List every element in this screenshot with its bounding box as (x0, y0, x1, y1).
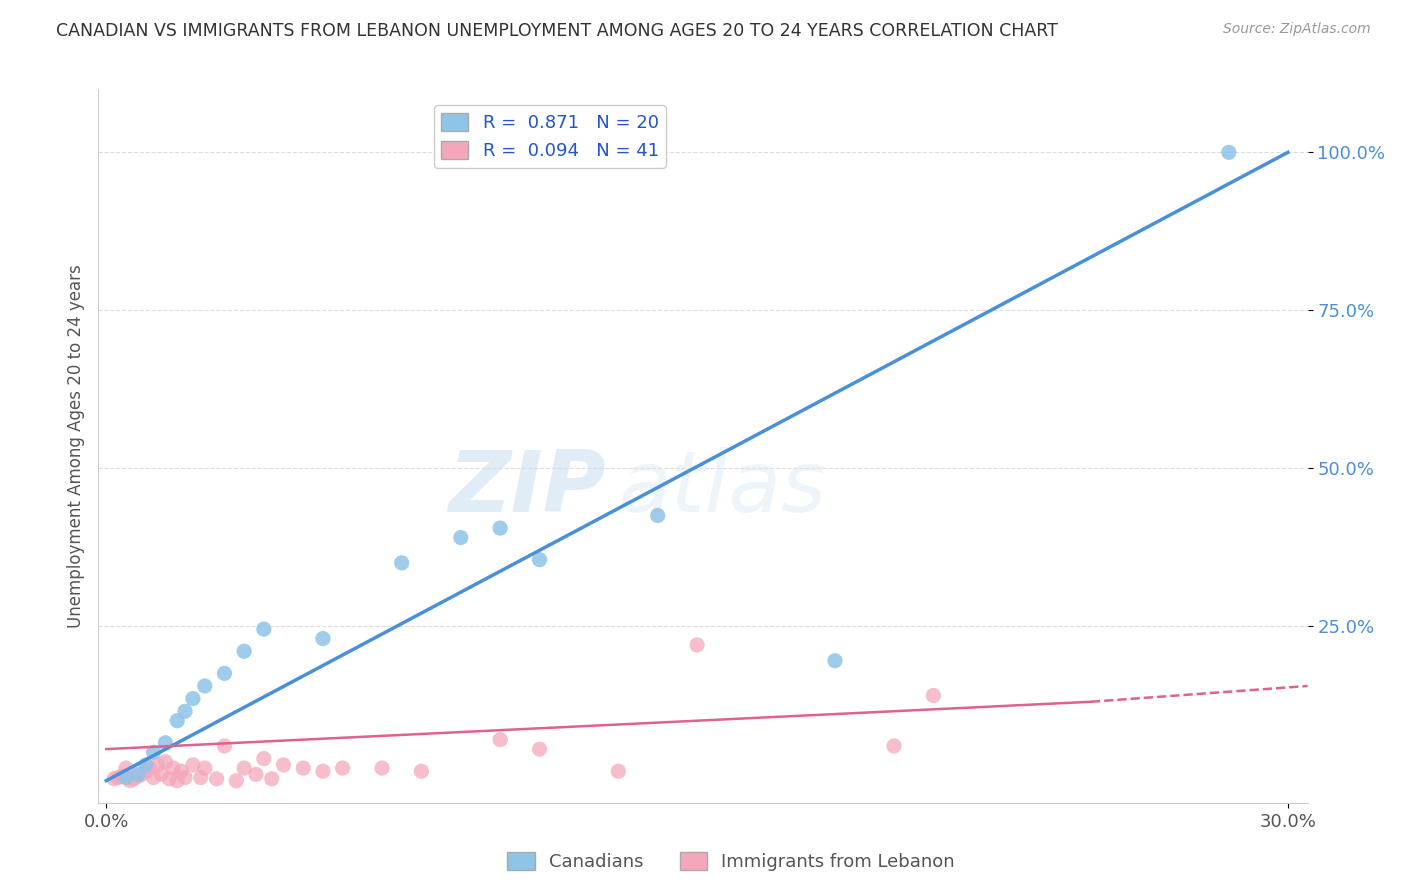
Point (686, 638, 709, 652)
Point (529, 552, 551, 566)
Point (135, 764, 157, 779)
Point (529, 742, 551, 756)
Text: ZIP: ZIP (449, 447, 606, 531)
Point (111, 769, 134, 783)
Point (922, 689, 945, 703)
Text: atlas: atlas (619, 447, 827, 531)
Point (122, 772, 145, 786)
Point (411, 764, 433, 779)
Y-axis label: Unemployment Among Ages 20 to 24 years: Unemployment Among Ages 20 to 24 years (66, 264, 84, 628)
Point (194, 761, 217, 775)
Point (170, 764, 193, 779)
Legend: R =  0.871   N = 20, R =  0.094   N = 41: R = 0.871 N = 20, R = 0.094 N = 41 (434, 105, 666, 168)
Point (118, 773, 141, 788)
Point (214, 739, 236, 753)
Point (371, 761, 394, 775)
Point (155, 755, 177, 769)
Point (450, 531, 472, 545)
Point (142, 771, 165, 785)
Point (824, 654, 846, 668)
Point (245, 767, 267, 781)
Point (181, 691, 204, 706)
Point (115, 761, 138, 775)
Point (205, 772, 228, 786)
Text: CANADIAN VS IMMIGRANTS FROM LEBANON UNEMPLOYMENT AMONG AGES 20 TO 24 YEARS CORRE: CANADIAN VS IMMIGRANTS FROM LEBANON UNEM… (56, 22, 1059, 40)
Point (115, 771, 138, 785)
Point (162, 761, 184, 775)
Point (253, 622, 276, 636)
Point (157, 772, 180, 786)
Point (312, 632, 335, 646)
Point (647, 508, 669, 523)
Point (273, 758, 295, 772)
Point (135, 758, 157, 772)
Point (166, 773, 188, 788)
Point (233, 761, 256, 775)
Point (127, 769, 149, 783)
Point (253, 751, 276, 765)
Point (225, 773, 247, 788)
Point (332, 761, 354, 775)
Point (155, 736, 177, 750)
Point (1218, 145, 1240, 160)
Point (146, 758, 169, 772)
Point (607, 764, 630, 779)
Point (138, 761, 160, 775)
Point (142, 745, 165, 759)
Point (174, 704, 197, 718)
Point (489, 521, 512, 535)
Point (233, 644, 256, 658)
Point (131, 767, 153, 781)
Point (260, 772, 283, 786)
Point (174, 771, 197, 785)
Point (107, 771, 129, 785)
Legend: Canadians, Immigrants from Lebanon: Canadians, Immigrants from Lebanon (501, 845, 962, 879)
Point (391, 556, 413, 570)
Point (312, 764, 335, 779)
Point (883, 739, 905, 753)
Point (489, 732, 512, 747)
Point (190, 771, 212, 785)
Point (214, 666, 236, 681)
Point (127, 767, 149, 781)
Point (103, 772, 125, 786)
Point (194, 679, 217, 693)
Text: Source: ZipAtlas.com: Source: ZipAtlas.com (1223, 22, 1371, 37)
Point (181, 758, 204, 772)
Point (150, 767, 173, 781)
Point (166, 714, 188, 728)
Point (292, 761, 315, 775)
